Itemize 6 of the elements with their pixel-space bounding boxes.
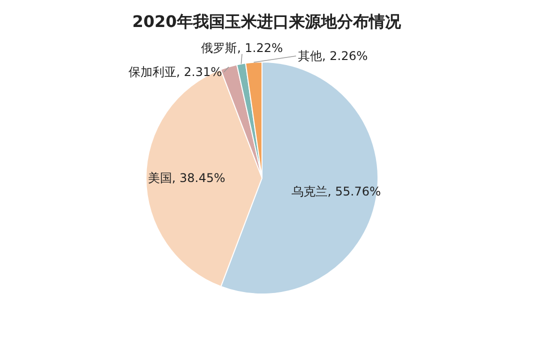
slice-label: 乌克兰, 55.76% — [291, 184, 381, 199]
slice-label: 俄罗斯, 1.22% — [201, 41, 283, 55]
slice-label: 保加利亚, 2.31% — [128, 65, 222, 79]
slice-label: 其他, 2.26% — [298, 49, 368, 63]
slice-label: 美国, 38.45% — [148, 171, 226, 186]
chart-title: 2020年我国玉米进口来源地分布情况 — [132, 12, 402, 31]
